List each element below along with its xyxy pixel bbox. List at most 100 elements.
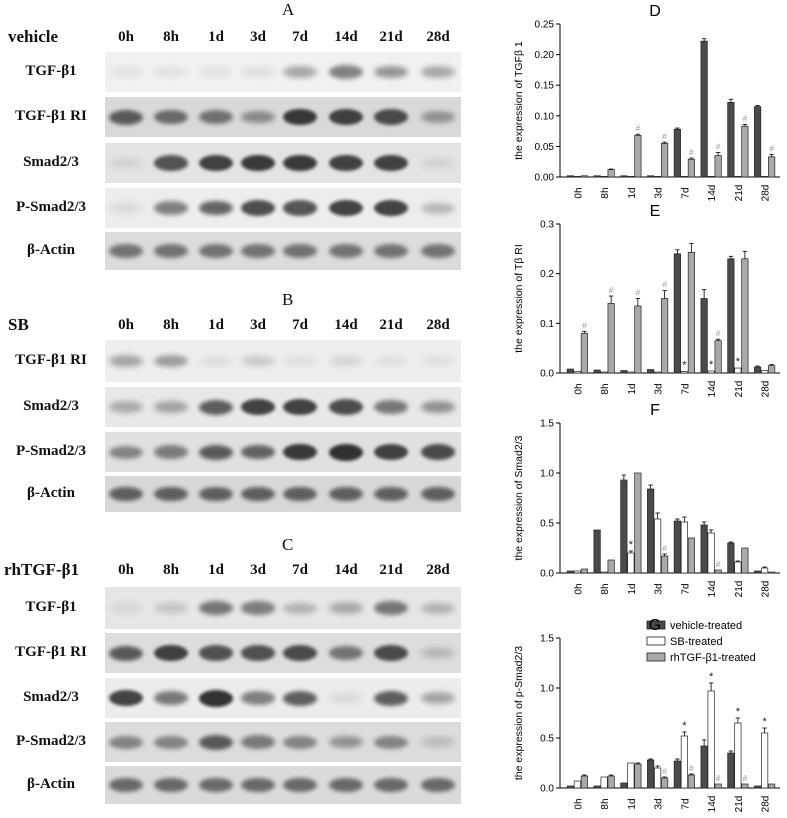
blot-band: [374, 645, 408, 661]
blot-band: [374, 244, 408, 258]
significance-hash: #: [743, 773, 748, 783]
timepoint-label: 0h: [118, 562, 134, 578]
blot-strip: [105, 232, 461, 270]
bar: [714, 569, 722, 574]
blot-band: [421, 356, 455, 366]
blot-band: [109, 445, 143, 459]
blot-band: [154, 777, 188, 793]
bar: [707, 532, 715, 574]
blot-condition-label: vehicle: [8, 27, 59, 46]
bar: [741, 125, 749, 178]
blot-band: [374, 65, 408, 79]
bar: [580, 568, 588, 574]
blot-band: [241, 601, 275, 615]
x-tick-label: 21d: [734, 381, 745, 398]
x-tick-label: 0h: [573, 583, 584, 594]
x-tick-label: 21d: [734, 796, 745, 813]
significance-star: *: [762, 716, 767, 728]
y-axis-label: the expression of p-Smad2/3: [513, 646, 525, 780]
blot-band: [109, 109, 143, 125]
blot-band: [374, 443, 408, 461]
blot-band: [329, 108, 363, 126]
timepoint-label: 21d: [379, 317, 403, 333]
blot-band: [109, 67, 143, 77]
blot-band: [199, 486, 233, 502]
x-tick-label: 0h: [573, 187, 584, 198]
bar: [600, 776, 608, 789]
significance-hash: #: [582, 320, 587, 330]
blot-row-label: β-Actin: [27, 485, 75, 501]
x-tick-label: 7d: [680, 187, 691, 198]
timepoint-label: 21d: [379, 29, 403, 45]
blot-band: [199, 244, 233, 258]
bar: [761, 567, 769, 574]
blot-band: [329, 356, 363, 366]
bar: [661, 555, 669, 574]
blot-band: [154, 691, 188, 705]
blot-band: [374, 601, 408, 615]
chart-panel-letter: G: [649, 617, 661, 634]
y-tick-label: 1.0: [540, 684, 554, 695]
blot-band: [374, 690, 408, 706]
x-tick-label: 14d: [707, 381, 718, 398]
bar: [627, 176, 635, 178]
blot-band: [421, 158, 455, 168]
blot-band: [199, 734, 233, 750]
bar: [680, 371, 688, 374]
x-tick-label: 21d: [734, 581, 745, 598]
blot-band: [109, 158, 143, 168]
blot-band: [421, 110, 455, 124]
blot-band: [154, 67, 188, 77]
x-tick-label: 3d: [654, 383, 665, 394]
y-tick-label: 0.2: [540, 269, 554, 280]
bar: [673, 128, 681, 178]
x-tick-label: 8h: [600, 798, 611, 809]
blot-strip: [105, 340, 461, 382]
bar: [573, 570, 581, 574]
x-tick-label: 14d: [707, 581, 718, 598]
bar: [727, 258, 735, 374]
x-tick-label: 3d: [654, 187, 665, 198]
bar: [647, 488, 655, 574]
bar: [661, 777, 669, 789]
blot-band: [241, 486, 275, 502]
blot-band: [421, 486, 455, 502]
legend-swatch: [646, 636, 666, 646]
legend-entry: rhTGF-β1-treated: [670, 652, 756, 664]
significance-hash: #: [636, 123, 641, 133]
significance-star: *: [682, 360, 687, 372]
x-tick-label: 8h: [600, 583, 611, 594]
blot-strip: [105, 587, 461, 629]
y-tick-label: 0.0: [540, 569, 554, 580]
blot-band: [241, 444, 275, 460]
blot-band: [421, 244, 455, 258]
y-tick-label: 0.00: [535, 173, 555, 184]
blot-band: [241, 244, 275, 258]
blot-row-label: Smad2/3: [23, 398, 79, 414]
blot-band: [329, 244, 363, 258]
bar: [661, 142, 669, 178]
bar: [768, 365, 776, 374]
blot-panel-letter: A: [282, 0, 295, 19]
blot-band: [109, 486, 143, 502]
significance-hash: #: [662, 766, 667, 776]
timepoint-label: 3d: [250, 29, 266, 45]
blot-band: [241, 777, 275, 793]
bar: [680, 176, 688, 178]
bar: [661, 298, 669, 374]
bar: [680, 735, 688, 789]
significance-hash: #: [769, 143, 774, 153]
y-tick-label: 1.0: [540, 469, 554, 480]
blot-band: [154, 644, 188, 662]
x-tick-label: 28d: [761, 581, 772, 598]
blot-band: [199, 601, 233, 615]
significance-hash: #: [689, 763, 694, 773]
y-tick-label: 0.05: [535, 142, 555, 153]
blot-row-label: Smad2/3: [23, 689, 79, 705]
bar: [754, 570, 762, 574]
bar: [620, 370, 628, 374]
bar: [573, 780, 581, 789]
bar: [741, 547, 749, 574]
x-tick-label: 8h: [600, 187, 611, 198]
blot-strip: [105, 476, 461, 512]
